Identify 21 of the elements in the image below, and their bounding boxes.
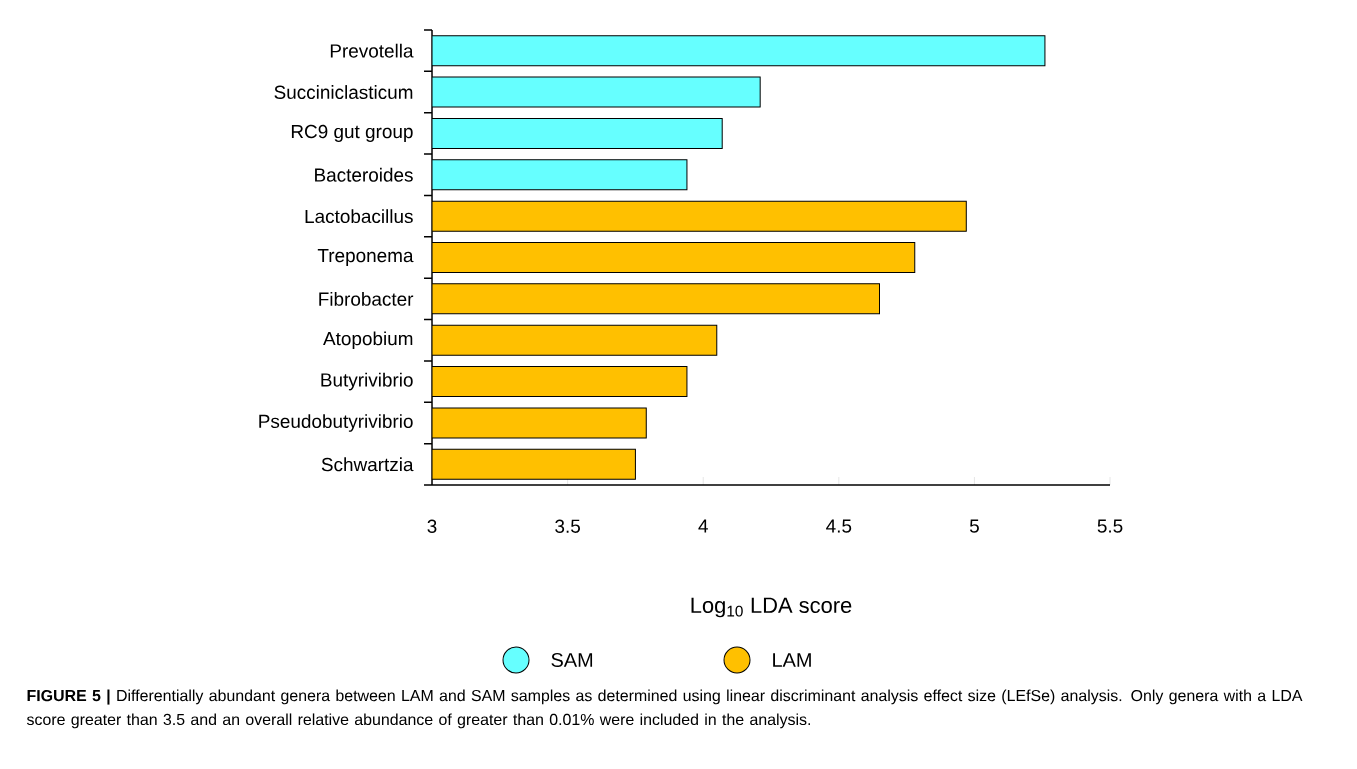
- legend-label: SAM: [551, 652, 593, 668]
- y-tick-label: Succiniclasticum: [274, 85, 413, 99]
- y-tick-label: Prevotella: [330, 43, 414, 58]
- y-tick-label: Pseudobutyrivibrio: [259, 414, 413, 432]
- x-tick-label: 3.5: [555, 519, 580, 533]
- legend-label: LAM: [773, 653, 811, 667]
- y-tick-label: Butyrivibrio: [321, 372, 413, 391]
- y-tick-label: Fibrobacter: [319, 291, 414, 306]
- x-tick-label: 4: [698, 519, 708, 533]
- x-axis-title: Log$_{10}$ LDA score: [691, 597, 852, 618]
- y-tick-label: RC9 gut group: [291, 124, 413, 142]
- x-tick-label: 3: [427, 519, 437, 533]
- y-tick-label: Bacteroides: [315, 167, 413, 182]
- y-tick-label: Treponema: [317, 249, 414, 266]
- text: FIGURE 5 | Differentially abundant genera between LAM and SAM samples as determined using linear discriminant analysis effect size (LEfSe) analysis. Only genera with a LDA score greater than 3.5 and an overall relative abundance of greater than 0.01% were included in the analysis.: [26, 689, 1303, 729]
- y-tick-label: Atopobium: [323, 331, 413, 350]
- x-tick-label: 5.5: [1097, 519, 1123, 533]
- x-tick-label: 5: [969, 519, 979, 533]
- y-tick-label: Schwartzia: [321, 457, 414, 472]
- x-tick-label: 4.5: [826, 519, 852, 533]
- y-tick-label: Lactobacillus: [305, 209, 413, 224]
